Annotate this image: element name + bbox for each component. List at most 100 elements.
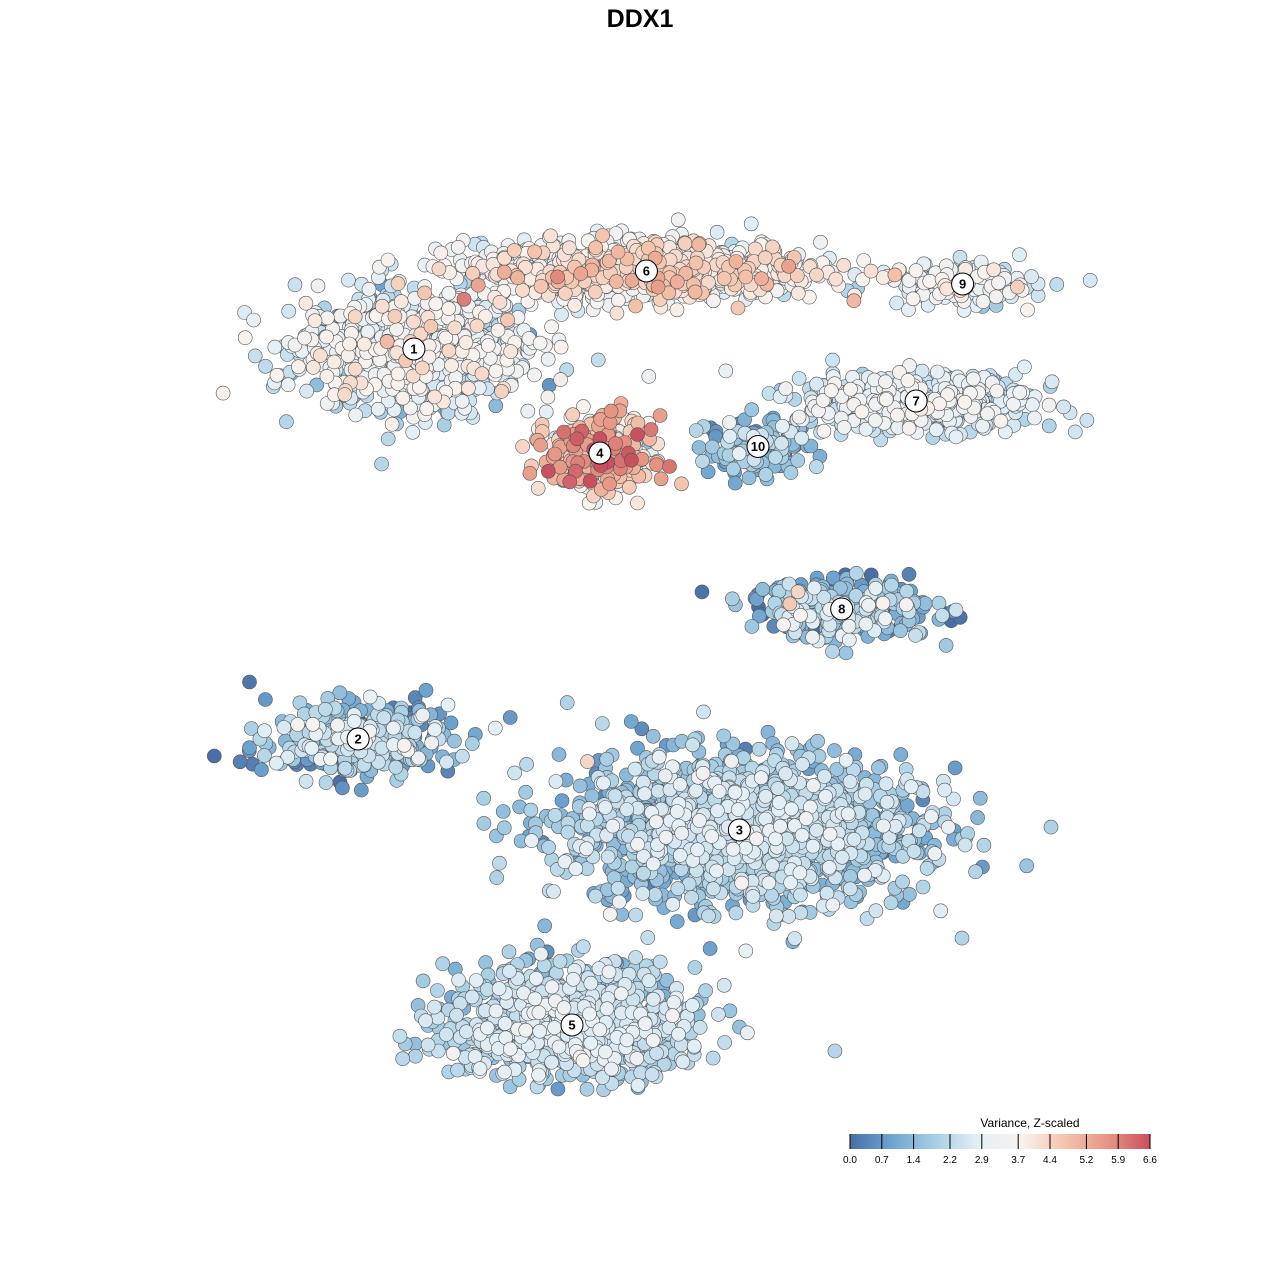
data-point bbox=[624, 859, 640, 875]
data-point bbox=[675, 1054, 691, 1070]
data-point bbox=[1041, 418, 1057, 434]
data-point bbox=[764, 858, 780, 873]
data-point bbox=[825, 352, 840, 368]
data-point bbox=[597, 800, 613, 815]
data-point bbox=[846, 832, 862, 847]
data-point bbox=[337, 760, 353, 776]
data-point bbox=[1068, 424, 1083, 440]
data-point bbox=[848, 565, 864, 581]
data-point bbox=[418, 682, 434, 698]
data-point bbox=[709, 863, 724, 879]
data-point bbox=[841, 618, 857, 634]
data-point bbox=[821, 860, 837, 875]
data-point bbox=[531, 1067, 546, 1083]
data-point bbox=[701, 908, 716, 924]
data-point bbox=[829, 762, 845, 777]
data-point bbox=[472, 1061, 488, 1076]
data-point bbox=[435, 956, 451, 972]
data-point bbox=[711, 784, 727, 799]
data-point bbox=[388, 759, 404, 775]
data-point bbox=[541, 839, 556, 855]
data-point bbox=[755, 581, 770, 597]
data-point bbox=[745, 889, 761, 904]
data-point bbox=[276, 720, 292, 735]
data-point bbox=[784, 801, 799, 817]
data-point bbox=[443, 715, 459, 731]
data-point bbox=[318, 701, 333, 717]
data-point bbox=[408, 1048, 423, 1064]
data-point bbox=[908, 628, 923, 643]
data-point bbox=[374, 456, 389, 472]
data-point bbox=[520, 403, 536, 419]
data-point bbox=[858, 616, 874, 632]
data-point bbox=[827, 1043, 843, 1059]
data-point bbox=[1012, 247, 1027, 262]
data-point bbox=[207, 748, 222, 764]
data-point bbox=[915, 879, 931, 895]
data-point bbox=[619, 802, 635, 817]
data-point bbox=[957, 837, 973, 853]
data-point bbox=[775, 418, 790, 434]
data-point bbox=[335, 780, 350, 796]
data-point bbox=[532, 1023, 548, 1039]
data-point bbox=[906, 843, 922, 859]
data-point bbox=[725, 461, 741, 477]
data-point bbox=[341, 272, 356, 288]
data-point bbox=[705, 1050, 721, 1066]
data-point bbox=[685, 737, 700, 753]
data-point bbox=[451, 972, 466, 988]
data-point bbox=[972, 790, 988, 806]
data-point bbox=[857, 786, 873, 802]
data-point bbox=[768, 831, 783, 847]
data-point bbox=[640, 930, 656, 945]
data-point bbox=[893, 623, 908, 639]
data-point bbox=[298, 773, 314, 789]
data-point bbox=[722, 429, 738, 444]
data-point bbox=[491, 981, 507, 996]
data-point bbox=[772, 818, 788, 834]
data-point bbox=[519, 757, 534, 772]
data-point bbox=[501, 944, 517, 960]
data-point bbox=[488, 398, 504, 414]
data-point bbox=[258, 358, 273, 374]
data-point bbox=[551, 747, 567, 762]
data-point bbox=[1049, 277, 1065, 292]
data-point bbox=[551, 1039, 567, 1055]
data-point bbox=[559, 695, 575, 710]
data-point bbox=[716, 977, 732, 993]
data-point bbox=[705, 881, 721, 897]
data-point bbox=[784, 736, 800, 751]
data-point bbox=[968, 864, 983, 880]
data-point bbox=[583, 975, 599, 991]
data-point bbox=[893, 747, 909, 762]
data-point bbox=[287, 277, 303, 293]
data-point bbox=[868, 903, 884, 919]
data-point bbox=[809, 459, 824, 475]
data-point bbox=[695, 453, 710, 469]
data-point bbox=[933, 903, 949, 919]
data-point bbox=[599, 1001, 615, 1017]
data-point bbox=[778, 766, 793, 781]
points-layer bbox=[207, 212, 1098, 1097]
data-point bbox=[405, 424, 421, 440]
data-point bbox=[568, 861, 584, 877]
data-point bbox=[604, 1061, 619, 1077]
data-point bbox=[901, 566, 917, 582]
data-point bbox=[537, 918, 553, 934]
data-point bbox=[544, 1054, 559, 1070]
data-point bbox=[528, 971, 544, 986]
data-point bbox=[938, 638, 954, 653]
data-point bbox=[267, 339, 283, 355]
data-point bbox=[1082, 272, 1098, 288]
data-point bbox=[792, 865, 808, 881]
data-point bbox=[842, 881, 858, 897]
data-point bbox=[876, 818, 891, 834]
data-point bbox=[572, 778, 588, 794]
data-point bbox=[579, 1081, 595, 1097]
data-point bbox=[594, 716, 610, 731]
data-point bbox=[827, 743, 842, 758]
data-point bbox=[269, 755, 284, 771]
data-point bbox=[696, 704, 711, 720]
data-point bbox=[1017, 359, 1032, 375]
